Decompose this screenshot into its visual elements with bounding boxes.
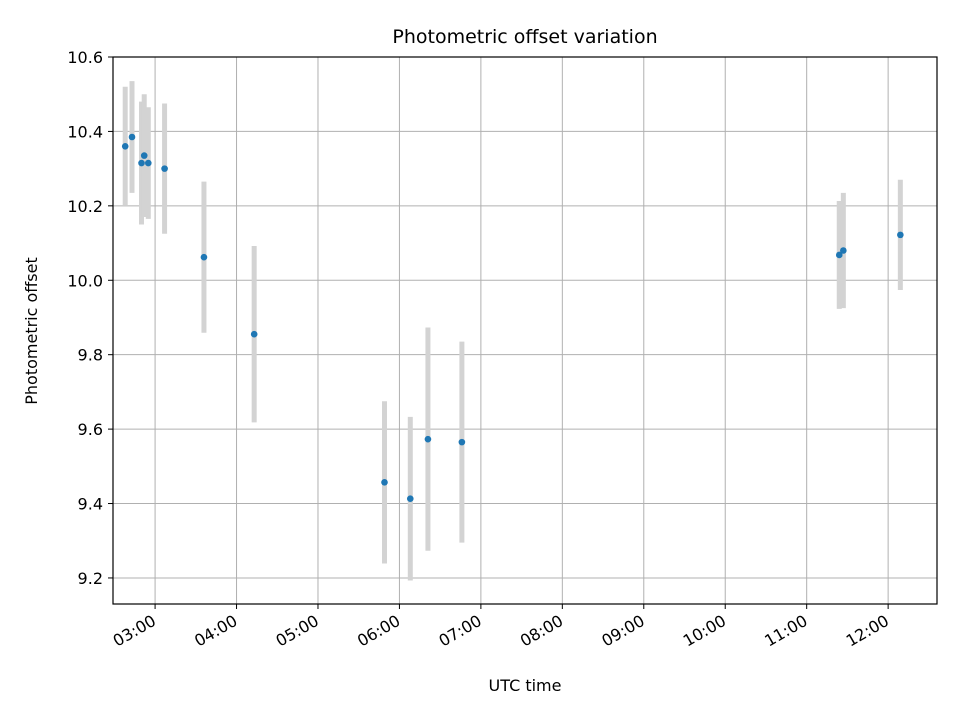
y-tick-label: 9.4 (78, 495, 103, 514)
y-tick-label: 10.6 (67, 48, 103, 67)
y-tick-label: 9.6 (78, 420, 103, 439)
grid (113, 56, 937, 604)
data-points (121, 133, 904, 502)
data-point (897, 231, 904, 239)
y-tick-label: 9.8 (78, 346, 103, 365)
y-tick-label: 9.2 (78, 569, 103, 588)
data-point (128, 133, 136, 141)
x-tick-label: 05:00 (273, 611, 322, 651)
data-point (835, 251, 843, 259)
data-point (121, 143, 129, 150)
x-tick-label: 11:00 (761, 611, 810, 651)
x-tick-label: 07:00 (435, 611, 484, 651)
x-axis-ticks: 03:00 04:00 05:00 06:00 07:00 08:00 09:00 10:00… (110, 604, 892, 651)
data-point (161, 165, 168, 172)
data-point (200, 253, 208, 261)
data-point (381, 479, 388, 486)
errorbars (122, 81, 903, 581)
y-tick-label: 10.0 (67, 271, 103, 290)
plot-frame (112, 56, 938, 605)
data-point (144, 159, 152, 167)
y-tick-label: 10.2 (67, 197, 103, 216)
data-point (140, 152, 148, 159)
x-axis-label: UTC time (489, 676, 562, 695)
x-tick-label: 12:00 (843, 611, 892, 651)
x-tick-label: 04:00 (191, 611, 240, 651)
y-axis-ticks: 9.2 9.4 9.6 9.8 10.0 10.2 10.4 10.6 (67, 48, 113, 588)
x-tick-label: 08:00 (517, 611, 566, 651)
x-tick-label: 09:00 (598, 611, 647, 651)
data-point (424, 435, 432, 443)
data-point (250, 330, 258, 338)
x-tick-label: 06:00 (354, 611, 403, 651)
x-tick-label: 03:00 (110, 611, 159, 651)
data-point (138, 159, 145, 167)
y-tick-label: 10.4 (67, 122, 103, 141)
data-point (406, 495, 414, 502)
data-point (840, 247, 847, 254)
data-point (458, 438, 466, 446)
chart-title: Photometric offset variation (392, 26, 657, 48)
x-tick-label: 10:00 (680, 611, 729, 651)
y-axis-label: Photometric offset (22, 257, 41, 405)
